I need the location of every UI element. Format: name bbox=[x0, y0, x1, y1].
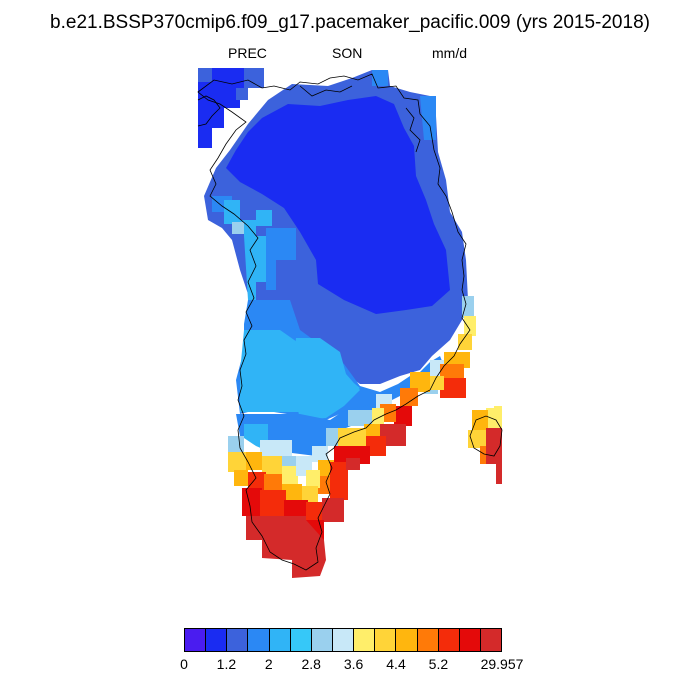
map-cell bbox=[302, 486, 318, 504]
map-cell bbox=[464, 316, 476, 336]
map-cell bbox=[246, 452, 262, 470]
color-bar-swatch bbox=[438, 629, 460, 651]
color-bar-swatch bbox=[269, 629, 291, 651]
map-cell bbox=[292, 338, 360, 420]
color-bar-tick-label: 2.8 bbox=[301, 656, 321, 672]
color-bar-tick-label: 4.4 bbox=[386, 656, 406, 672]
map-cell bbox=[430, 376, 444, 390]
map-cell bbox=[420, 96, 436, 140]
color-bar-tick-label: 29.957 bbox=[480, 656, 524, 672]
map-cell bbox=[468, 430, 488, 448]
map-cell bbox=[440, 378, 466, 398]
map-cell bbox=[410, 372, 430, 392]
units-label: mm/d bbox=[432, 45, 467, 61]
color-bar-swatch bbox=[396, 629, 418, 651]
variable-label: PREC bbox=[228, 45, 267, 61]
map-cell bbox=[380, 424, 406, 446]
map-cell bbox=[232, 222, 244, 234]
map-cell bbox=[262, 456, 282, 474]
map-cell bbox=[458, 334, 472, 350]
map-cell bbox=[348, 410, 372, 426]
map-cell bbox=[372, 70, 388, 86]
map-cell bbox=[226, 96, 450, 314]
color-bar-swatch bbox=[248, 629, 270, 651]
map-cell bbox=[228, 436, 244, 452]
color-bar-tick-label: 2 bbox=[264, 656, 273, 672]
color-bar-tick-label: 1.2 bbox=[216, 656, 237, 672]
color-bar-swatch bbox=[206, 629, 228, 651]
map-cell bbox=[246, 516, 326, 578]
map-cell bbox=[266, 228, 296, 290]
color-bar-tick-label: 0 bbox=[180, 656, 188, 672]
map-cell bbox=[366, 436, 386, 456]
map-cell bbox=[236, 68, 264, 100]
map-cell bbox=[256, 210, 272, 226]
color-bar-swatch bbox=[375, 629, 397, 651]
map-cell bbox=[400, 388, 418, 406]
color-bar-swatch bbox=[311, 629, 333, 651]
page-title: b.e21.BSSP370cmip6.f09_g17.pacemaker_pac… bbox=[50, 12, 650, 33]
color-bar-swatch bbox=[185, 629, 207, 651]
map-cell bbox=[306, 502, 324, 522]
map-cell bbox=[198, 68, 212, 82]
color-bar-swatch bbox=[227, 629, 249, 651]
map-cell bbox=[224, 200, 256, 236]
color-bar-tick-label: 3.6 bbox=[343, 656, 364, 672]
map-cell bbox=[248, 472, 266, 492]
map-cell bbox=[282, 484, 302, 502]
color-bar bbox=[184, 628, 502, 652]
map-cell bbox=[312, 446, 328, 462]
map-cell bbox=[372, 408, 384, 426]
map-cell bbox=[282, 466, 298, 484]
map-cell bbox=[346, 458, 360, 470]
map-cell bbox=[330, 462, 348, 500]
color-bar-swatch bbox=[417, 629, 439, 651]
color-bar-swatch bbox=[480, 629, 502, 651]
color-bar-tick-label: 5.2 bbox=[428, 656, 449, 672]
map-cell bbox=[234, 470, 248, 486]
color-bar-swatch bbox=[459, 629, 481, 651]
map-cell bbox=[472, 410, 488, 430]
map-cell bbox=[260, 440, 292, 456]
map-cell bbox=[306, 470, 320, 488]
map-cell bbox=[322, 498, 344, 522]
map-cell bbox=[334, 446, 370, 464]
color-bar-swatch bbox=[354, 629, 376, 651]
map-cell bbox=[228, 452, 246, 472]
map-cell bbox=[440, 364, 464, 380]
color-bar-swatch bbox=[290, 629, 312, 651]
map-cell bbox=[494, 406, 502, 420]
map-cells bbox=[198, 68, 502, 578]
map-cell bbox=[462, 296, 474, 318]
map-cell bbox=[242, 488, 262, 516]
map-cell bbox=[264, 474, 282, 492]
map-cell bbox=[260, 490, 286, 522]
season-label: SON bbox=[332, 45, 363, 61]
map-cell bbox=[338, 428, 366, 446]
map-cell bbox=[284, 500, 308, 520]
color-bar-swatch bbox=[332, 629, 355, 651]
map-cell bbox=[326, 428, 340, 446]
coastline bbox=[197, 73, 503, 571]
map-cell bbox=[394, 406, 412, 426]
